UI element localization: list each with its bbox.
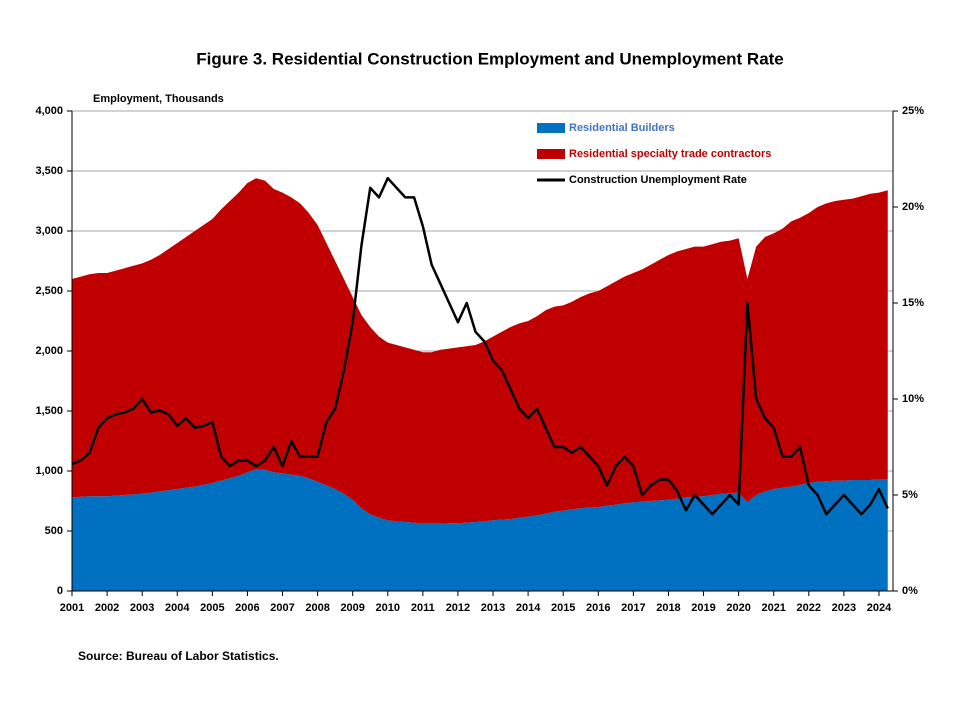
x-tick-label: 2018 (656, 602, 680, 614)
x-tick-label: 2024 (867, 602, 892, 614)
y2-tick-label: 15% (902, 297, 924, 309)
y2-tick-label: 25% (902, 105, 924, 117)
legend-label: Residential specialty trade contractors (569, 148, 771, 160)
y2-tick-label: 0% (902, 585, 918, 597)
y-tick-label: 0 (57, 585, 63, 597)
y-tick-label: 2,500 (35, 285, 63, 297)
source-note: Source: Bureau of Labor Statistics. (78, 649, 279, 663)
x-tick-label: 2005 (200, 602, 224, 614)
y2-tick-label: 20% (902, 201, 924, 213)
x-tick-label: 2022 (797, 602, 821, 614)
x-tick-label: 2016 (586, 602, 610, 614)
area (72, 469, 888, 591)
legend-label: Construction Unemployment Rate (569, 174, 747, 186)
x-tick-label: 2008 (305, 602, 329, 614)
x-tick-label: 2021 (761, 602, 785, 614)
x-tick-label: 2012 (446, 602, 470, 614)
x-tick-label: 2004 (165, 602, 190, 614)
legend-label: Residential Builders (569, 122, 675, 134)
y-tick-label: 3,000 (35, 225, 63, 237)
area (72, 178, 888, 524)
x-tick-label: 2006 (235, 602, 259, 614)
x-tick-label: 2017 (621, 602, 645, 614)
y-tick-label: 3,500 (35, 165, 63, 177)
x-tick-label: 2003 (130, 602, 154, 614)
x-tick-label: 2002 (95, 602, 119, 614)
x-tick-label: 2001 (60, 602, 84, 614)
y-tick-label: 4,000 (35, 105, 63, 117)
x-tick-label: 2011 (411, 602, 435, 614)
x-tick-label: 2019 (691, 602, 715, 614)
x-tick-label: 2013 (481, 602, 505, 614)
x-tick-label: 2014 (516, 602, 541, 614)
x-tick-label: 2023 (832, 602, 856, 614)
x-tick-label: 2020 (726, 602, 750, 614)
x-tick-label: 2007 (270, 602, 294, 614)
x-tick-label: 2010 (376, 602, 400, 614)
line (71, 176, 889, 516)
y-axis-label: Employment, Thousands (93, 93, 224, 105)
x-tick-label: 2015 (551, 602, 575, 614)
y2-tick-label: 5% (902, 489, 918, 501)
legend-swatch (537, 123, 565, 133)
legend-swatch (537, 149, 565, 159)
y-tick-label: 1,500 (35, 405, 63, 417)
x-tick-label: 2009 (340, 602, 364, 614)
y-tick-label: 500 (45, 525, 63, 537)
chart-title: Figure 3. Residential Construction Emplo… (196, 49, 784, 68)
y2-tick-label: 10% (902, 393, 924, 405)
y-tick-label: 2,000 (35, 345, 63, 357)
y-tick-label: 1,000 (35, 465, 63, 477)
